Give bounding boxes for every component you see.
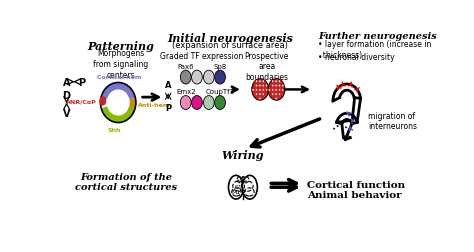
Polygon shape — [101, 107, 135, 123]
Text: Pax6: Pax6 — [177, 64, 194, 70]
Ellipse shape — [282, 89, 283, 91]
Ellipse shape — [268, 79, 285, 101]
Text: ANR/CoP: ANR/CoP — [66, 99, 97, 104]
Ellipse shape — [266, 89, 267, 91]
Ellipse shape — [272, 89, 273, 91]
Ellipse shape — [263, 85, 264, 87]
Ellipse shape — [266, 85, 267, 87]
Text: Cortical hem: Cortical hem — [98, 75, 142, 80]
Ellipse shape — [263, 94, 264, 96]
Ellipse shape — [191, 71, 202, 85]
Text: Wiring: Wiring — [222, 149, 264, 160]
Text: P: P — [78, 77, 85, 87]
Text: Cortical function
Animal behavior: Cortical function Animal behavior — [307, 180, 405, 199]
Ellipse shape — [275, 98, 277, 100]
Text: Prospective
area
boundaries: Prospective area boundaries — [245, 52, 289, 81]
Ellipse shape — [272, 94, 273, 96]
Ellipse shape — [263, 81, 264, 83]
Ellipse shape — [228, 176, 244, 199]
Ellipse shape — [259, 89, 261, 91]
Ellipse shape — [180, 96, 191, 110]
Polygon shape — [128, 98, 136, 114]
Ellipse shape — [255, 85, 257, 87]
Ellipse shape — [275, 85, 277, 87]
Text: CoupTf1: CoupTf1 — [205, 89, 235, 95]
Text: V1: V1 — [237, 177, 245, 182]
Text: Shh: Shh — [108, 128, 121, 133]
Text: Further neurogenesis: Further neurogenesis — [319, 32, 437, 41]
Ellipse shape — [259, 98, 261, 100]
Ellipse shape — [252, 89, 254, 91]
Ellipse shape — [259, 94, 261, 96]
Text: Patterning: Patterning — [87, 41, 154, 52]
Ellipse shape — [203, 71, 214, 85]
Text: Emx2: Emx2 — [176, 89, 196, 95]
Text: Anti-hem: Anti-hem — [138, 103, 171, 108]
Ellipse shape — [272, 81, 273, 83]
Ellipse shape — [272, 85, 273, 87]
Text: Sp8: Sp8 — [213, 64, 227, 70]
Text: V: V — [63, 108, 70, 118]
Ellipse shape — [275, 94, 277, 96]
Polygon shape — [101, 83, 136, 100]
Text: Initial neurogenesis: Initial neurogenesis — [167, 33, 293, 44]
Ellipse shape — [279, 94, 280, 96]
Text: Graded TF expression: Graded TF expression — [160, 52, 243, 61]
Text: • layer formation (increase in
  thickness): • layer formation (increase in thickness… — [319, 40, 432, 59]
Ellipse shape — [242, 176, 257, 199]
Ellipse shape — [100, 97, 106, 106]
Ellipse shape — [180, 71, 191, 85]
Ellipse shape — [263, 89, 264, 91]
Ellipse shape — [259, 85, 261, 87]
Ellipse shape — [255, 94, 257, 96]
Ellipse shape — [279, 81, 280, 83]
Ellipse shape — [215, 71, 226, 85]
Text: A: A — [63, 77, 70, 87]
Ellipse shape — [279, 85, 280, 87]
Ellipse shape — [269, 89, 270, 91]
Ellipse shape — [255, 89, 257, 91]
Ellipse shape — [215, 96, 226, 110]
Ellipse shape — [282, 85, 283, 87]
Text: P: P — [165, 104, 171, 113]
Text: (expansion of surface area): (expansion of surface area) — [172, 41, 288, 50]
Ellipse shape — [191, 96, 202, 110]
Text: Formation of the
cortical structures: Formation of the cortical structures — [75, 172, 177, 192]
Ellipse shape — [279, 89, 280, 91]
Ellipse shape — [255, 81, 257, 83]
Ellipse shape — [275, 81, 277, 83]
Text: Morphogens
from signaling
centers: Morphogens from signaling centers — [93, 49, 148, 80]
Ellipse shape — [259, 81, 261, 83]
Ellipse shape — [252, 79, 269, 101]
Ellipse shape — [203, 96, 214, 110]
Text: A: A — [165, 81, 172, 90]
Text: • neuronal diversity: • neuronal diversity — [319, 52, 395, 61]
Text: S1: S1 — [235, 184, 243, 189]
Text: D: D — [63, 90, 71, 100]
Text: migration of
interneurons: migration of interneurons — [368, 111, 418, 130]
Ellipse shape — [275, 89, 277, 91]
Text: M1: M1 — [232, 190, 241, 195]
